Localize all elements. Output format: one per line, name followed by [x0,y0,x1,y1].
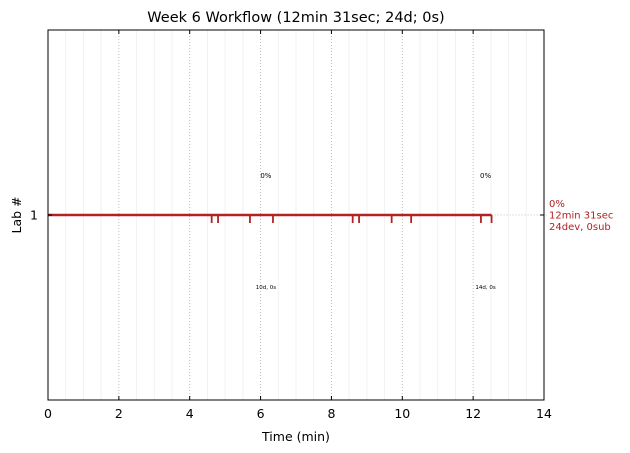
y-axis: 1 [30,208,544,223]
summary-line: 24dev, 0sub [549,222,611,233]
series-layer [48,213,493,223]
x-tick-label: 4 [186,406,194,421]
annotation-layer: 0% 10d, 0s 0% 14d, 0s [256,172,496,291]
x-tick-label: 6 [257,406,265,421]
x-tick-label: 10 [394,406,410,421]
y-tick-label: 1 [30,208,38,223]
x-tick-label: 0 [44,406,52,421]
y-axis-label: Lab # [9,196,24,233]
x-axis-label: Time (min) [261,429,330,444]
chart-title: Week 6 Workflow (12min 31sec; 24d; 0s) [147,10,444,26]
x-tick-label: 8 [327,406,335,421]
x-tick-label: 12 [465,406,481,421]
summary-line: 12min 31sec [549,211,613,222]
interval-percent-label: 0% [480,172,491,180]
interval-count-label: 14d, 0s [475,285,495,291]
interval-percent-label: 0% [260,172,271,180]
interval-count-label: 10d, 0s [256,285,276,291]
x-axis: 0 2 4 6 8 10 12 14 [44,30,552,421]
summary-line: 0% [549,199,565,210]
x-tick-label: 2 [115,406,123,421]
x-tick-label: 14 [536,406,552,421]
